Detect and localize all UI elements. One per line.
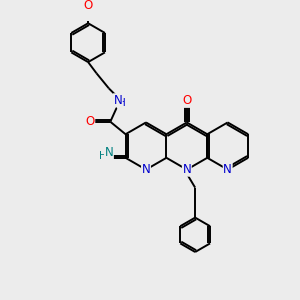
Text: N: N (104, 146, 113, 159)
Text: N: N (142, 163, 150, 176)
Text: H: H (100, 151, 107, 160)
Text: O: O (182, 94, 191, 107)
Text: O: O (85, 115, 95, 128)
Text: N: N (223, 163, 232, 176)
Text: H: H (118, 98, 125, 108)
Text: O: O (83, 0, 93, 12)
Text: N: N (113, 94, 122, 107)
Text: N: N (182, 163, 191, 176)
